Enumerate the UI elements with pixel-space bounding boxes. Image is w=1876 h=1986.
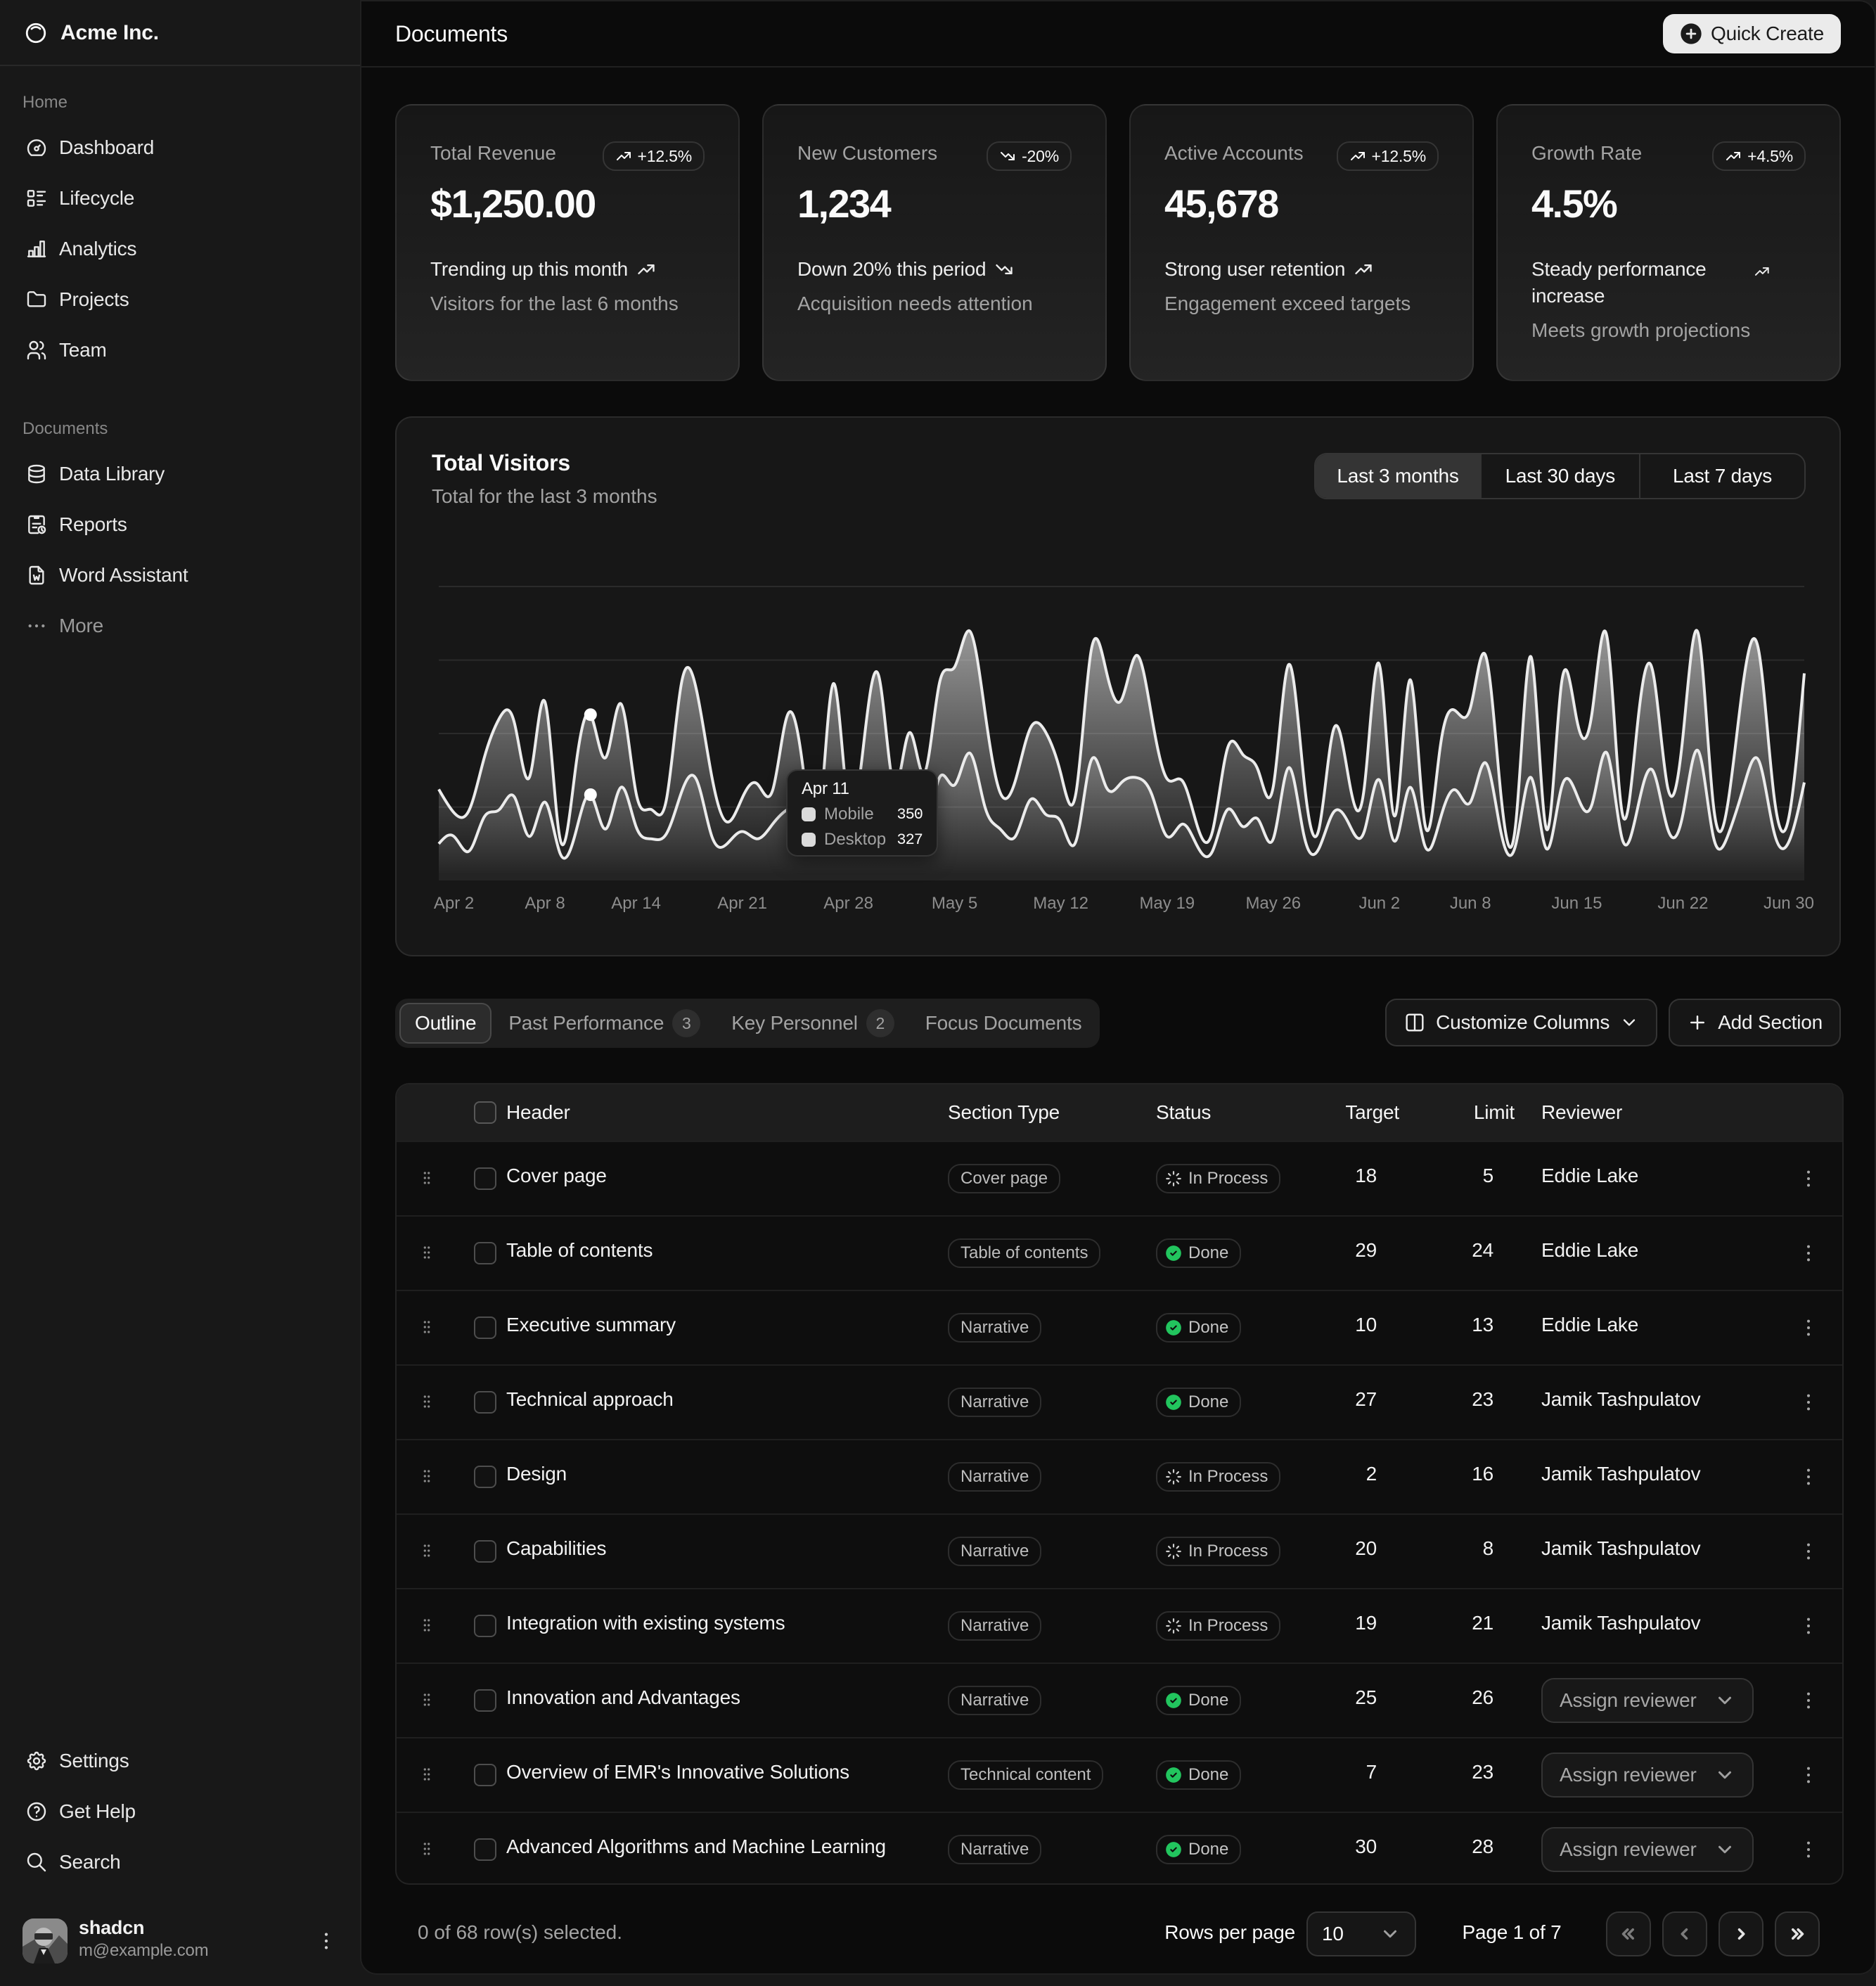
svg-text:Apr 14: Apr 14 <box>611 894 661 913</box>
svg-text:Jun 22: Jun 22 <box>1657 894 1708 913</box>
svg-text:Apr 2: Apr 2 <box>434 894 474 913</box>
svg-text:May 19: May 19 <box>1139 894 1195 913</box>
svg-text:Jun 30: Jun 30 <box>1763 894 1814 913</box>
svg-text:May 26: May 26 <box>1245 894 1301 913</box>
svg-text:May 5: May 5 <box>932 894 977 913</box>
svg-text:Apr 28: Apr 28 <box>823 894 873 913</box>
svg-text:May 12: May 12 <box>1033 894 1088 913</box>
svg-text:Jun 8: Jun 8 <box>1450 894 1491 913</box>
svg-text:Jun 15: Jun 15 <box>1551 894 1602 913</box>
svg-text:Jun 2: Jun 2 <box>1358 894 1400 913</box>
svg-text:Apr 8: Apr 8 <box>525 894 565 913</box>
svg-text:Apr 21: Apr 21 <box>717 894 767 913</box>
